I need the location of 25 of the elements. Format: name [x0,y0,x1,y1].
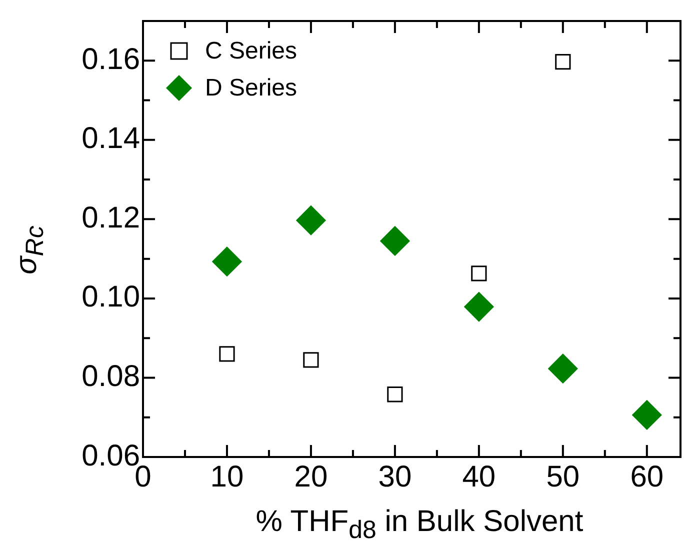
y-tick-label: 0.12 [82,201,140,234]
point [632,400,662,430]
point [212,246,242,276]
point [464,292,494,322]
point [219,346,235,362]
legend-label: D Series [205,74,298,102]
y-tick-label: 0.08 [82,360,140,393]
x-tick-label: 60 [630,460,664,494]
point [387,386,403,402]
y-tick-label: 0.14 [82,122,140,156]
x-tick-label: 10 [210,460,244,494]
point [380,226,410,256]
point [296,206,326,236]
point [548,354,578,384]
x-tick-label: 30 [378,460,412,494]
x-tick-label: 40 [462,460,496,494]
x-tick-label: 50 [546,460,580,494]
point [471,266,487,282]
x-axis-title: % THF$_{d8}$ in Bulk Solvent [254,505,584,545]
x-tick-label: 20 [294,460,328,494]
y-tick-label: 0.16 [82,42,140,76]
point [303,352,319,368]
legend-label: C Series [205,38,298,65]
y-tick-label: 0.10 [82,280,140,314]
point [555,54,571,70]
